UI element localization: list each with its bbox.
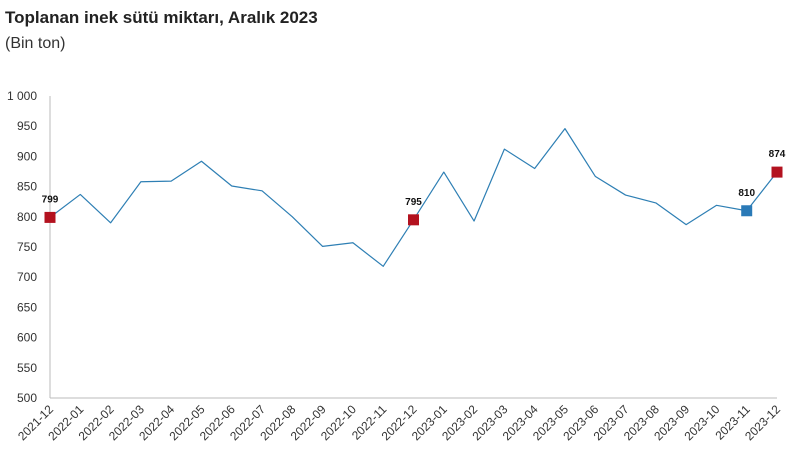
y-tick-label: 850 [17, 180, 37, 194]
data-point-marker [771, 166, 783, 178]
y-tick-labels: 1 000 950 900 850 800 750 700 650 600 550 500 [7, 89, 37, 405]
y-tick-label: 700 [17, 270, 37, 284]
y-tick-label: 800 [17, 210, 37, 224]
data-point-marker [408, 214, 419, 226]
data-label: 874 [769, 149, 786, 160]
x-tick-labels: 2021-122022-012022-022022-032022-042022-… [15, 402, 783, 443]
axes [49, 96, 777, 399]
chart-title: Toplanan inek sütü miktarı, Aralık 2023 [5, 8, 318, 27]
data-point-marker [44, 211, 56, 223]
data-point-marker [741, 205, 753, 217]
y-tick-label: 500 [17, 391, 37, 405]
y-tick-label: 750 [17, 240, 37, 254]
y-tick-label: 650 [17, 300, 37, 314]
y-tick-label: 950 [17, 119, 37, 133]
highlight-markers [44, 166, 783, 226]
data-label: 810 [738, 188, 755, 199]
chart-subtitle: (Bin ton) [5, 35, 66, 52]
data-label: 799 [42, 194, 59, 205]
data-labels: 799 795 810 874 [42, 149, 786, 208]
y-tick-label: 1 000 [7, 89, 37, 103]
y-tick-label: 550 [17, 361, 37, 375]
data-label: 795 [405, 197, 422, 208]
y-tick-label: 600 [17, 331, 37, 345]
y-tick-label: 900 [17, 149, 37, 163]
